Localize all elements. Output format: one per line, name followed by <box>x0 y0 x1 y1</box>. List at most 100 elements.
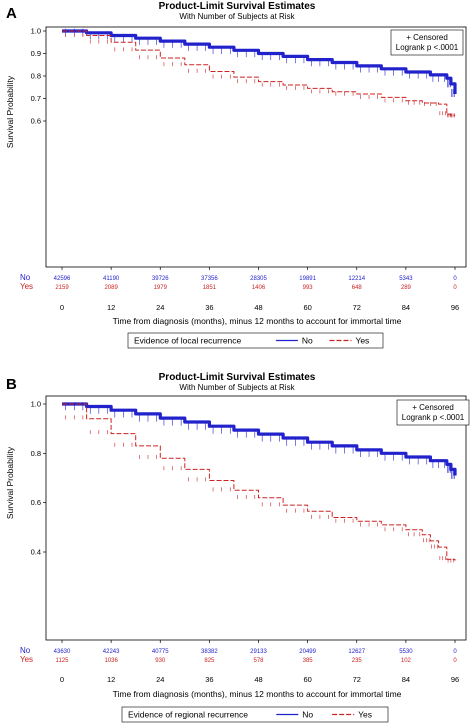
at-risk-yes: 825 <box>204 658 215 664</box>
x-tick-label: 12 <box>107 303 115 312</box>
x-tick-label: 0 <box>60 675 64 684</box>
chart-title: Product-Limit Survival Estimates <box>159 1 316 12</box>
y-tick-label: 0.8 <box>31 72 41 81</box>
y-tick-label: 0.7 <box>31 94 41 103</box>
at-risk-yes: 578 <box>253 658 264 664</box>
x-tick-label: 84 <box>402 675 410 684</box>
plot-frame <box>45 395 467 641</box>
legend-label-no: No <box>302 710 313 720</box>
at-risk-no: 0 <box>453 276 457 282</box>
risk-row-label-no: No <box>20 646 31 655</box>
x-tick-label: 96 <box>451 303 459 312</box>
panel-letter: B <box>6 376 17 393</box>
at-risk-no: 20499 <box>299 649 316 655</box>
at-risk-no: 43630 <box>54 649 71 655</box>
at-risk-no: 0 <box>453 649 457 655</box>
at-risk-no: 42243 <box>103 649 120 655</box>
censor-marks-yes <box>65 415 455 563</box>
x-tick-label: 12 <box>107 675 115 684</box>
at-risk-no: 12627 <box>348 649 365 655</box>
y-tick-label: 0.6 <box>31 117 41 126</box>
at-risk-yes: 1979 <box>154 285 168 291</box>
x-tick-label: 36 <box>205 675 213 684</box>
x-tick-label: 0 <box>60 303 64 312</box>
at-risk-yes: 2159 <box>55 285 69 291</box>
at-risk-no: 5343 <box>399 276 413 282</box>
inset-box <box>390 29 464 56</box>
risk-row-label-yes: Yes <box>20 655 33 664</box>
x-axis-label: Time from diagnosis (months), minus 12 m… <box>113 689 402 699</box>
at-risk-yes: 385 <box>303 658 314 664</box>
at-risk-yes: 1406 <box>252 285 266 291</box>
plot-frame <box>45 26 467 268</box>
at-risk-no: 37356 <box>201 276 218 282</box>
x-tick-label: 24 <box>156 303 164 312</box>
x-tick-label: 72 <box>353 303 361 312</box>
y-tick-label: 0.8 <box>31 449 41 458</box>
y-tick-label: 0.6 <box>31 498 41 507</box>
y-tick-label: 0.4 <box>31 548 41 557</box>
survival-curve-yes <box>62 403 456 561</box>
at-risk-no: 5530 <box>399 649 413 655</box>
at-risk-no: 41190 <box>103 276 120 282</box>
legend-label-yes: Yes <box>358 710 372 720</box>
at-risk-yes: 1036 <box>104 658 118 664</box>
y-axis-label: Survival Probability <box>5 446 15 519</box>
x-tick-label: 48 <box>254 675 262 684</box>
chart-subtitle: With Number of Subjects at Risk <box>179 383 295 392</box>
y-tick-label: 0.9 <box>31 49 41 58</box>
at-risk-yes: 930 <box>155 658 166 664</box>
logrank-label: Logrank p <.0001 <box>402 413 465 422</box>
risk-row-label-yes: Yes <box>20 282 33 291</box>
censor-marks-no <box>65 402 455 479</box>
y-tick-label: 1.0 <box>31 400 41 409</box>
x-axis-label: Time from diagnosis (months), minus 12 m… <box>113 316 402 326</box>
at-risk-no: 39726 <box>152 276 169 282</box>
censor-marks-yes <box>65 33 455 118</box>
censor-marks-no <box>65 28 455 97</box>
chart-subtitle: With Number of Subjects at Risk <box>179 12 295 21</box>
at-risk-yes: 993 <box>303 285 314 291</box>
at-risk-yes: 289 <box>401 285 412 291</box>
x-tick-label: 60 <box>303 303 311 312</box>
inset-box <box>396 399 470 426</box>
survival-curve-no <box>62 29 457 94</box>
risk-row-label-no: No <box>20 273 31 282</box>
y-axis-label: Survival Probability <box>5 75 15 148</box>
x-tick-label: 84 <box>402 303 410 312</box>
x-tick-label: 24 <box>156 675 164 684</box>
at-risk-no: 40775 <box>152 649 169 655</box>
legend-title: Evidence of regional recurrence <box>128 710 248 720</box>
legend-label-yes: Yes <box>355 336 369 346</box>
at-risk-yes: 0 <box>453 658 457 664</box>
legend-box <box>127 332 384 349</box>
x-tick-label: 48 <box>254 303 262 312</box>
x-tick-label: 36 <box>205 303 213 312</box>
at-risk-yes: 102 <box>401 658 412 664</box>
at-risk-yes: 1125 <box>56 658 70 664</box>
legend-title: Evidence of local recurrence <box>134 336 242 346</box>
y-tick-label: 1.0 <box>31 27 41 36</box>
at-risk-yes: 235 <box>352 658 363 664</box>
x-tick-label: 96 <box>451 675 459 684</box>
censored-legend: + Censored <box>406 33 448 42</box>
at-risk-no: 38382 <box>201 649 218 655</box>
at-risk-no: 19891 <box>299 276 316 282</box>
panel-letter: A <box>6 5 17 22</box>
at-risk-yes: 2089 <box>104 285 118 291</box>
legend-box <box>121 706 389 723</box>
at-risk-no: 12214 <box>348 276 365 282</box>
chart-title: Product-Limit Survival Estimates <box>159 372 316 383</box>
at-risk-no: 42596 <box>54 276 71 282</box>
x-tick-label: 60 <box>303 675 311 684</box>
logrank-label: Logrank p <.0001 <box>396 43 459 52</box>
legend-label-no: No <box>302 336 313 346</box>
at-risk-no: 28305 <box>250 276 267 282</box>
at-risk-no: 29133 <box>250 649 267 655</box>
censored-legend: + Censored <box>412 403 454 412</box>
at-risk-yes: 648 <box>352 285 363 291</box>
at-risk-yes: 1851 <box>203 285 217 291</box>
